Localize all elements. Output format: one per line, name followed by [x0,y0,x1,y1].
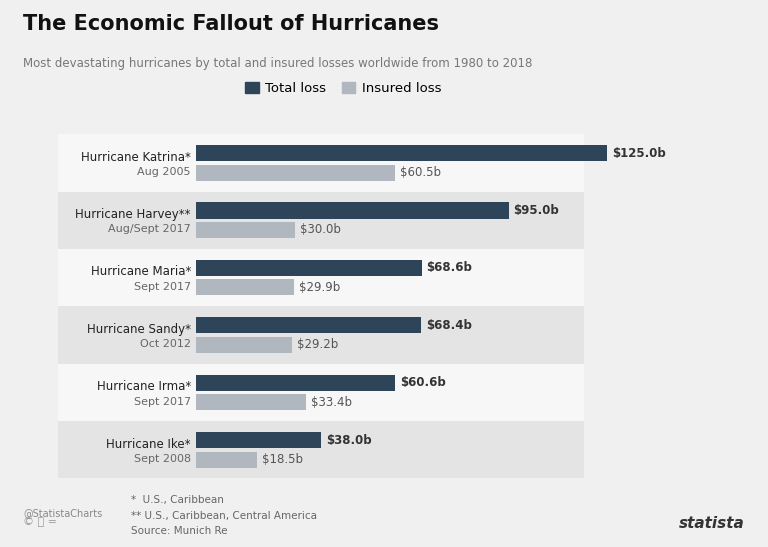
Bar [196,394,306,410]
Text: Hurricane Katrina*: Hurricane Katrina* [81,150,191,164]
Text: $18.5b: $18.5b [262,453,303,466]
Bar [196,337,292,353]
Text: $68.6b: $68.6b [426,261,472,275]
Text: $125.0b: $125.0b [612,147,666,160]
FancyBboxPatch shape [58,306,584,364]
Bar [196,375,396,391]
FancyBboxPatch shape [58,364,584,421]
Text: *  U.S., Caribbean: * U.S., Caribbean [131,495,223,505]
Text: Aug/Sept 2017: Aug/Sept 2017 [108,224,191,235]
Text: Hurricane Sandy*: Hurricane Sandy* [87,323,191,336]
Bar [196,280,294,295]
Text: $60.6b: $60.6b [400,376,446,389]
Text: ** U.S., Caribbean, Central America: ** U.S., Caribbean, Central America [131,511,316,521]
Text: Aug 2005: Aug 2005 [137,167,191,177]
Text: Source: Munich Re: Source: Munich Re [131,526,227,536]
Text: Hurricane Harvey**: Hurricane Harvey** [75,208,191,221]
Text: @StatistaCharts: @StatistaCharts [23,508,102,517]
Legend: Total loss, Insured loss: Total loss, Insured loss [240,77,446,100]
Bar [196,222,295,238]
Text: Oct 2012: Oct 2012 [140,339,191,349]
FancyBboxPatch shape [58,249,584,306]
Text: Hurricane Ike*: Hurricane Ike* [107,438,191,451]
Bar [196,145,607,161]
Bar [196,165,395,181]
Text: Hurricane Irma*: Hurricane Irma* [97,380,191,393]
Text: Sept 2017: Sept 2017 [134,282,191,292]
Text: Sept 2017: Sept 2017 [134,397,191,406]
Text: Sept 2008: Sept 2008 [134,454,191,464]
Text: The Economic Fallout of Hurricanes: The Economic Fallout of Hurricanes [23,14,439,34]
Text: $30.0b: $30.0b [300,224,340,236]
Bar [196,451,257,468]
FancyBboxPatch shape [58,134,584,191]
Bar [196,317,421,333]
Text: $68.4b: $68.4b [426,319,472,332]
Text: © ⓘ =: © ⓘ = [23,517,57,527]
Bar [196,202,508,218]
Text: $33.4b: $33.4b [311,395,352,409]
Bar [196,260,422,276]
Text: $60.5b: $60.5b [400,166,441,179]
Text: Most devastating hurricanes by total and insured losses worldwide from 1980 to 2: Most devastating hurricanes by total and… [23,57,532,71]
FancyBboxPatch shape [58,421,584,479]
Text: $95.0b: $95.0b [514,204,559,217]
Text: $38.0b: $38.0b [326,434,372,446]
Text: Hurricane Maria*: Hurricane Maria* [91,265,191,278]
Text: statista: statista [679,516,745,531]
FancyBboxPatch shape [58,191,584,249]
Bar [196,432,321,448]
Text: $29.2b: $29.2b [297,338,338,351]
Text: $29.9b: $29.9b [300,281,340,294]
